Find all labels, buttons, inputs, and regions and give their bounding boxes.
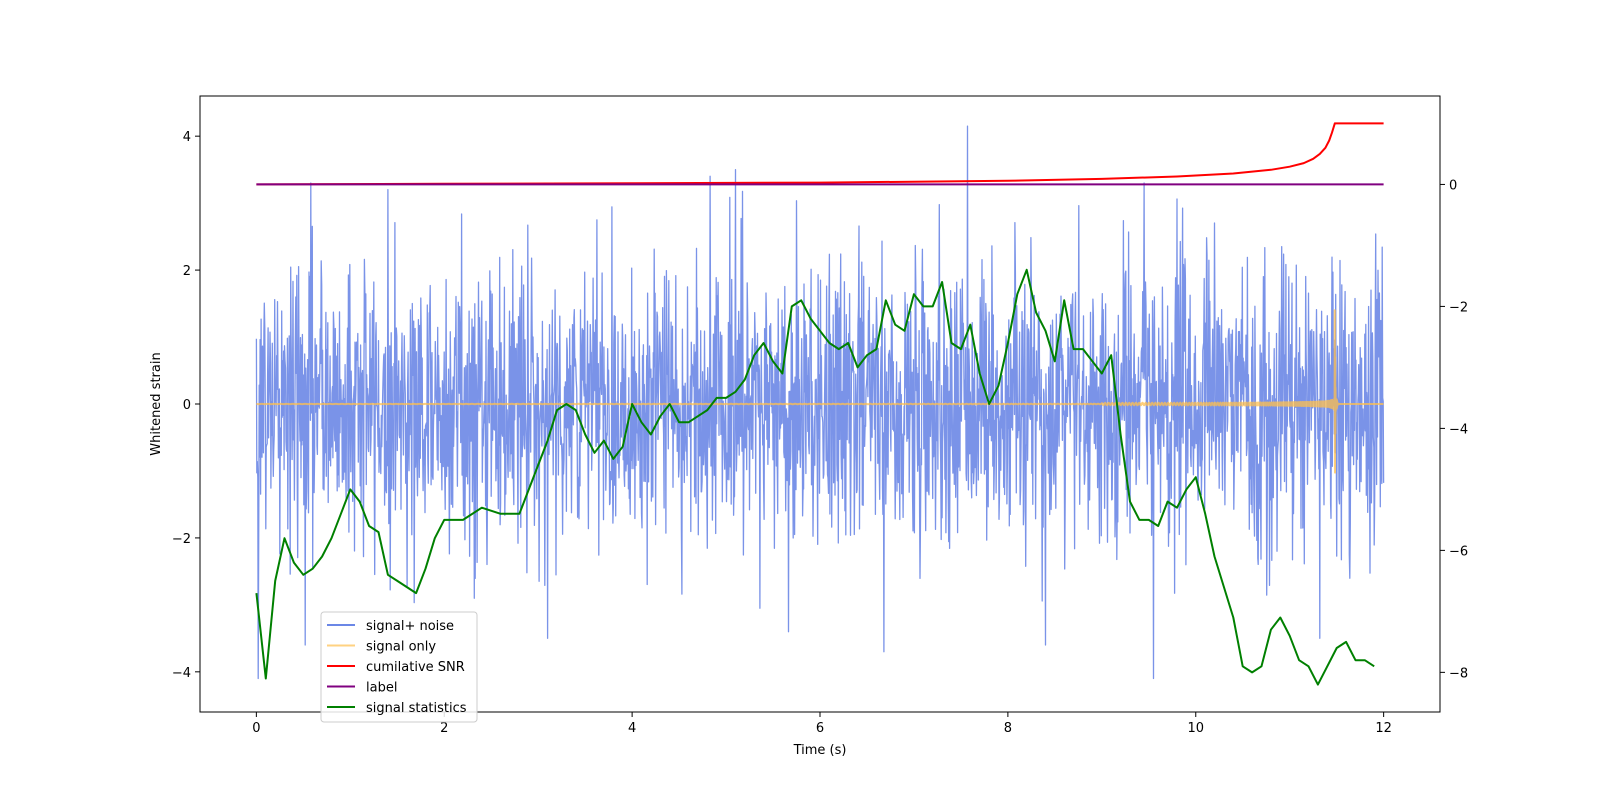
y2-tick-label: 0 <box>1449 178 1457 193</box>
legend-label-signal-noise: signal+ noise <box>366 619 454 634</box>
legend-box <box>320 611 478 723</box>
y-tick-label: 0 <box>183 398 191 413</box>
y2-tick-label: −4 <box>1449 422 1468 437</box>
y-tick-label: −2 <box>172 532 191 547</box>
legend: signal+ noise signal only cumilative SNR la… <box>320 611 478 723</box>
x-tick-label: 2 <box>440 721 448 736</box>
x-tick-label: 12 <box>1375 721 1392 736</box>
y2-tick-label: −6 <box>1449 544 1468 559</box>
legend-label-cumilative-snr: cumilative SNR <box>366 660 465 675</box>
legend-label-label: label <box>366 681 397 696</box>
y2-tick-label: −2 <box>1449 300 1468 315</box>
series-line-signal-statistics <box>255 268 1375 686</box>
ticks-layer: 0 2 4 6 8 10 12 −4 −2 0 2 4 −8 −6 −4 −2 0 <box>172 130 1468 736</box>
series-line-cumilative-snr <box>256 122 1384 186</box>
legend-label-signal-only: signal only <box>366 640 436 655</box>
x-tick-label: 4 <box>628 721 636 736</box>
y2-tick-label: −8 <box>1449 666 1468 681</box>
x-tick-label: 10 <box>1187 721 1204 736</box>
series-layer <box>255 122 1385 686</box>
x-tick-label: 6 <box>816 721 824 736</box>
x-tick-label: 0 <box>252 721 260 736</box>
legend-label-signal-statistics: signal statistics <box>366 701 467 716</box>
x-tick-label: 8 <box>1004 721 1012 736</box>
y-tick-label: −4 <box>172 666 191 681</box>
y-tick-label: 4 <box>183 130 191 145</box>
y-tick-label: 2 <box>183 264 191 279</box>
x-axis-label: Time (s) <box>793 743 847 758</box>
series-line-signal-noise <box>255 125 1385 680</box>
series-line-signal-only <box>255 309 1385 474</box>
y-axis-label: Whitened strain <box>149 352 164 455</box>
